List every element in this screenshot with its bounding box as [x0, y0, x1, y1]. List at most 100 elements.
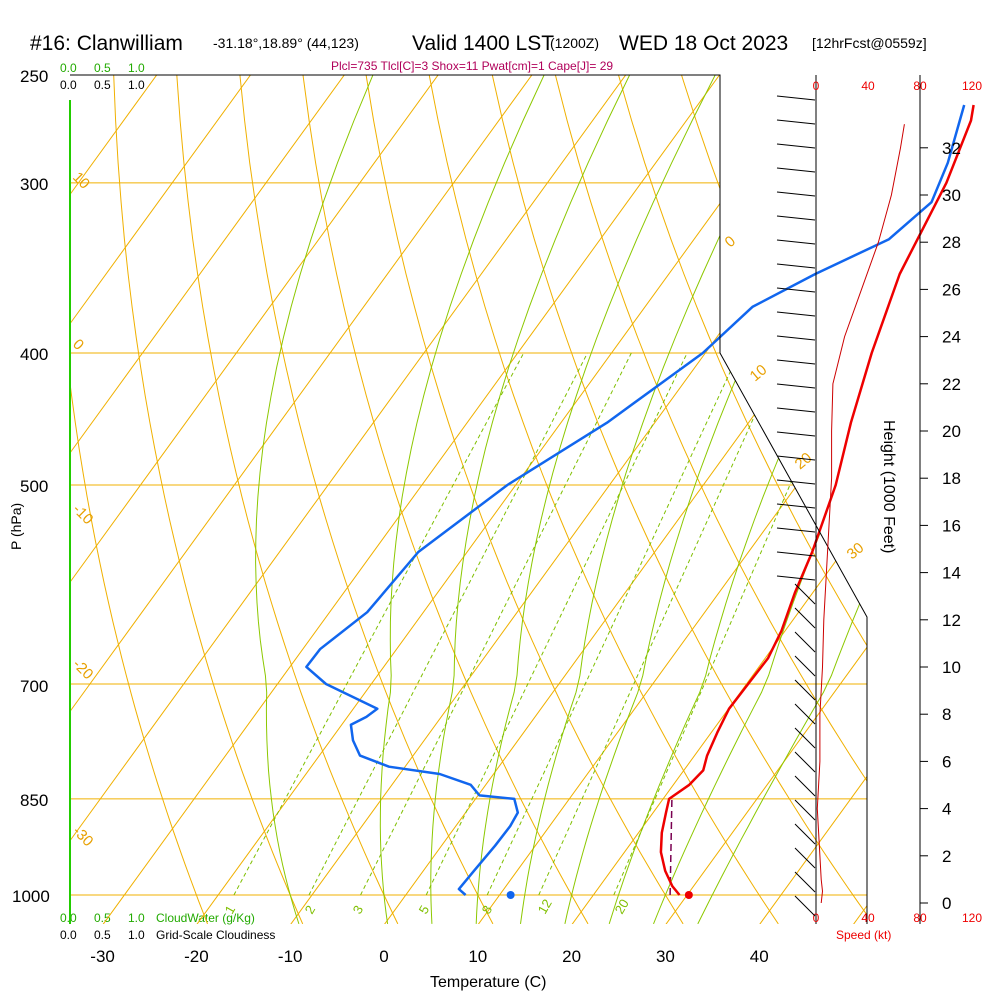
wind-barb: [794, 631, 816, 653]
ytick-500: 500: [20, 477, 48, 496]
wind-barb: [794, 607, 816, 629]
ytick-400: 400: [20, 345, 48, 364]
adiabat-label-10: 10: [69, 169, 93, 193]
isotherm-line: [70, 75, 547, 924]
wind-barb: [776, 359, 816, 365]
ytick-850: 850: [20, 791, 48, 810]
height-tick-26: 26: [942, 280, 961, 299]
moist-adiabat: [430, 75, 631, 924]
wind-barb: [776, 575, 816, 581]
moist-adiabat: [653, 75, 867, 924]
wind-barb: [794, 751, 816, 773]
dry-adiabat: [428, 75, 779, 924]
wind-barb: [794, 895, 816, 917]
wind-barb: [794, 823, 816, 845]
isotherm-line: [289, 75, 867, 924]
dry-adiabat: [239, 75, 494, 924]
wind-barb: [776, 455, 816, 461]
cloudwater-legend-top: 0.0 0.5 1.0 0.0 0.5 1.0: [60, 61, 145, 92]
height-tick-8: 8: [942, 705, 951, 724]
wind-barb: [776, 287, 816, 293]
height-tick-12: 12: [942, 611, 961, 630]
wind-barb: [776, 239, 816, 245]
wind-barb: [776, 311, 816, 317]
height-axis-label: Height (1000 Feet): [880, 420, 897, 553]
moist-adiabat: [608, 75, 867, 924]
height-tick-28: 28: [942, 233, 961, 252]
dry-adiabat: [807, 75, 867, 924]
wind-barbs: [776, 95, 816, 917]
isotherm-line: [70, 75, 454, 924]
xtick-10: 10: [468, 947, 487, 966]
moist-adiabat: [564, 75, 867, 924]
pressure-axis-label: P (hPa): [8, 503, 24, 550]
temperature-axis-label: Temperature (C): [430, 974, 546, 991]
wind-barb: [794, 727, 816, 749]
moist-adiabat: [697, 75, 867, 924]
isotherm-label-0: 0: [722, 233, 739, 251]
wind-barb: [794, 799, 816, 821]
height-tick-10: 10: [942, 658, 961, 677]
legend-cw-top-0: 0.0: [60, 61, 77, 75]
isotherm-line: [70, 75, 641, 924]
wind-barb: [794, 655, 816, 677]
isotherm-line: [852, 75, 867, 924]
wind-barb: [776, 167, 816, 173]
dry-adiabat: [113, 75, 304, 924]
dry-adiabat: [491, 75, 867, 924]
height-tick-18: 18: [942, 469, 961, 488]
dry-adiabat: [365, 75, 684, 924]
wind-speed-line: [816, 124, 905, 904]
valid-time: Valid 1400 LST: [412, 32, 554, 55]
wind-barb: [776, 479, 816, 485]
ytick-1000: 1000: [12, 887, 50, 906]
wind-barb: [794, 847, 816, 869]
moist-adiabat: [379, 75, 545, 924]
pressure-axis: 250 300 400 500 700 850 1000 P (hPa): [8, 67, 50, 906]
xtick--10: -10: [278, 947, 303, 966]
wind-barb: [776, 215, 816, 221]
legend-cw-bot-2: 1.0: [128, 911, 145, 925]
isotherm-label-20: 20: [792, 449, 816, 473]
legend-cl-top-1: 0.5: [94, 78, 111, 92]
isotherm-line: [102, 75, 735, 924]
legend-cl-bot-1: 0.5: [94, 928, 111, 942]
ytick-300: 300: [20, 175, 48, 194]
isotherm-line: [571, 75, 867, 924]
dry-adiabat: [618, 75, 867, 924]
isotherm-label-10: 10: [747, 361, 771, 385]
mixing-ratio-line: [486, 352, 740, 896]
height-tick-22: 22: [942, 375, 961, 394]
isotherm-line: [195, 75, 829, 924]
height-tick-0: 0: [942, 894, 951, 913]
isotherm-line: [383, 75, 867, 924]
mixing-ratio-line: [233, 352, 525, 896]
wind-barb: [776, 335, 816, 341]
moist-adiabat: [475, 75, 716, 924]
xtick--20: -20: [184, 947, 209, 966]
cloudwater-legend-bottom: 0.0 0.5 1.0 CloudWater (g/Kg) 0.0 0.5 1.…: [60, 911, 275, 942]
legend-cw-bot-1: 0.5: [94, 911, 111, 925]
mixing-ratio-line: [360, 352, 632, 896]
wind-barb: [776, 191, 816, 197]
legend-cw-top-1: 0.5: [94, 61, 111, 75]
height-tick-6: 6: [942, 752, 951, 771]
speed-tick-bottom-40: 40: [861, 911, 875, 925]
height-tick-32: 32: [942, 139, 961, 158]
height-tick-14: 14: [942, 564, 961, 583]
surface-dewpoint-dot: [506, 891, 515, 899]
height-tick-24: 24: [942, 328, 961, 347]
wind-barb: [794, 703, 816, 725]
mixing-ratio-line: [425, 352, 688, 896]
speed-tick-bottom-120: 120: [962, 911, 982, 925]
height-tick-2: 2: [942, 847, 951, 866]
xtick-20: 20: [562, 947, 581, 966]
mixing-label-12: 12: [535, 896, 555, 916]
isotherm-line: [758, 75, 867, 924]
height-tick-16: 16: [942, 516, 961, 535]
height-tick-20: 20: [942, 422, 961, 441]
ytick-250: 250: [20, 67, 48, 86]
adiabat-label--20: -20: [69, 656, 96, 683]
